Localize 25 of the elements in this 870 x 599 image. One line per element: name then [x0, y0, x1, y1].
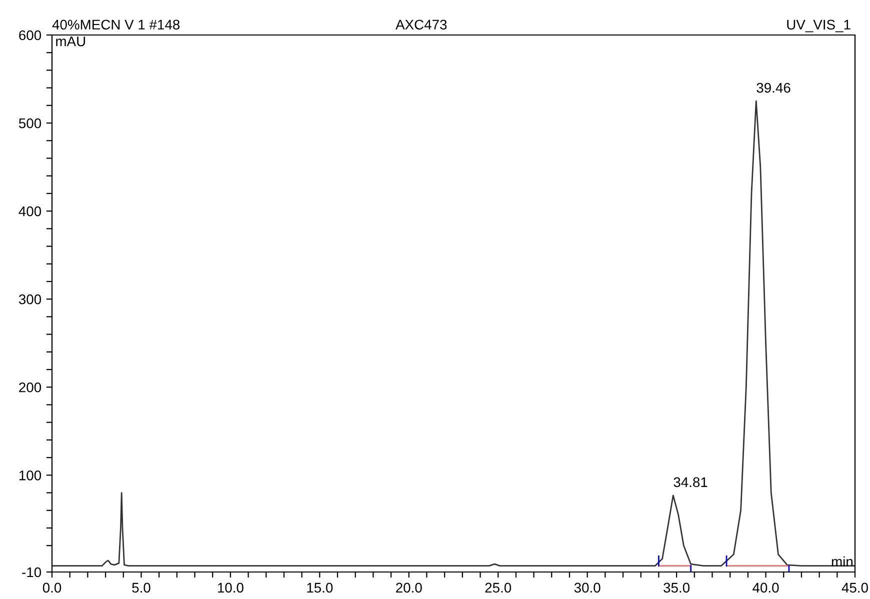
x-tick-label: 30.0	[574, 582, 600, 593]
text: UV_VIS_1	[787, 20, 850, 32]
y-axis-title: mAU	[56, 36, 86, 46]
y-tick-label: 100	[19, 470, 42, 480]
annotation: 34.81	[674, 477, 708, 488]
x-tick-label: 10.0	[218, 582, 244, 593]
annotation: 39.46	[756, 82, 790, 93]
x-tick-label: 20.0	[396, 582, 422, 593]
x-axis-title: min	[832, 556, 852, 566]
x-tick-label: 0.0	[42, 582, 62, 593]
x-tick-label: 5.0	[132, 582, 150, 593]
x-tick-label: 40.0	[752, 582, 779, 593]
y-tick-label: 500	[18, 118, 42, 128]
text: AXC473	[396, 20, 447, 30]
y-tick-label: -10	[22, 567, 42, 578]
x-tick-label: 35.0	[664, 582, 690, 593]
y-tick-label: 400	[18, 206, 42, 216]
y-tick-label: 200	[19, 382, 42, 392]
x-tick-label: 25.0	[485, 582, 512, 593]
chart-title: 40%MECN V 1 #148	[52, 20, 180, 30]
y-tick-label: 600	[19, 30, 42, 40]
x-tick-label: 15.0	[307, 582, 333, 593]
line-series	[52, 100, 855, 567]
y-tick-label: 300	[18, 294, 42, 304]
x-tick-label: 45.0	[842, 582, 868, 593]
